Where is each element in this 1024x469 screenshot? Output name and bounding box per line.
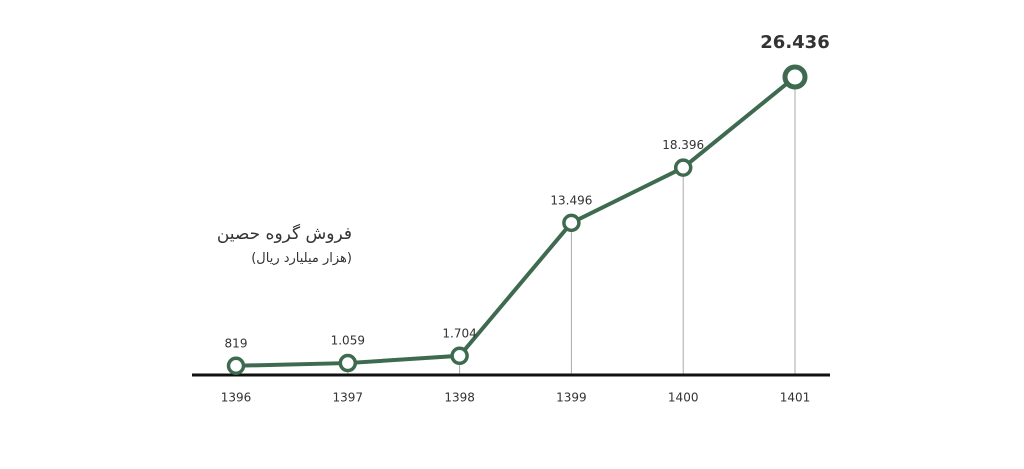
point xyxy=(673,158,693,177)
x-tick-label: 1398 xyxy=(444,391,475,405)
point xyxy=(226,356,246,376)
point xyxy=(782,64,808,90)
value-label: 1.704 xyxy=(442,326,476,340)
chart-subtitle: (هزار میلیارد ریال) xyxy=(251,251,352,266)
value-label: 13.496 xyxy=(550,193,592,207)
value-label: 1.059 xyxy=(331,334,365,348)
value-label: 26.436 xyxy=(760,32,829,53)
x-tick-label: 1400 xyxy=(668,391,699,405)
chart-title: فروش گروه حصین xyxy=(216,224,352,244)
x-tick-label: 1397 xyxy=(333,391,364,405)
point xyxy=(562,213,581,233)
point xyxy=(450,346,469,366)
point xyxy=(338,353,358,373)
value-label: 18.396 xyxy=(662,138,704,152)
value-label: 819 xyxy=(225,336,248,350)
line xyxy=(235,75,797,368)
x-tick-label: 1399 xyxy=(556,391,587,405)
x-tick-label: 1396 xyxy=(221,391,252,405)
x-tick-label: 1401 xyxy=(780,391,811,405)
